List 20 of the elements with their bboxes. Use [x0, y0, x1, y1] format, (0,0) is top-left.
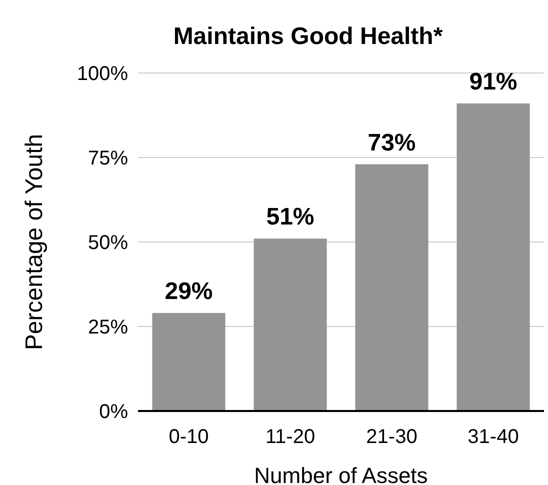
data-label: 51%: [266, 204, 314, 231]
y-axis-title: Percentage of Youth: [21, 134, 48, 350]
bar: [254, 238, 327, 411]
y-tick-label: 75%: [88, 148, 128, 170]
x-axis-title: Number of Assets: [254, 463, 428, 485]
y-tick-label: 25%: [88, 316, 128, 338]
data-label: 73%: [368, 129, 416, 156]
bar: [152, 312, 226, 411]
y-tick-label: 100%: [76, 63, 128, 85]
y-tick-label: 50%: [88, 232, 128, 254]
x-tick-label: 31-40: [468, 426, 519, 448]
y-tick-label: 0%: [99, 401, 128, 423]
data-label: 91%: [469, 68, 518, 96]
bar: [355, 164, 428, 411]
data-label: 29%: [164, 278, 213, 305]
bar: [456, 103, 530, 411]
x-tick-label: 21-30: [366, 426, 418, 448]
x-tick-label: 0-10: [168, 426, 209, 448]
x-tick-label: 11-20: [265, 426, 316, 448]
chart-title: Maintains Good Health*: [173, 23, 444, 50]
